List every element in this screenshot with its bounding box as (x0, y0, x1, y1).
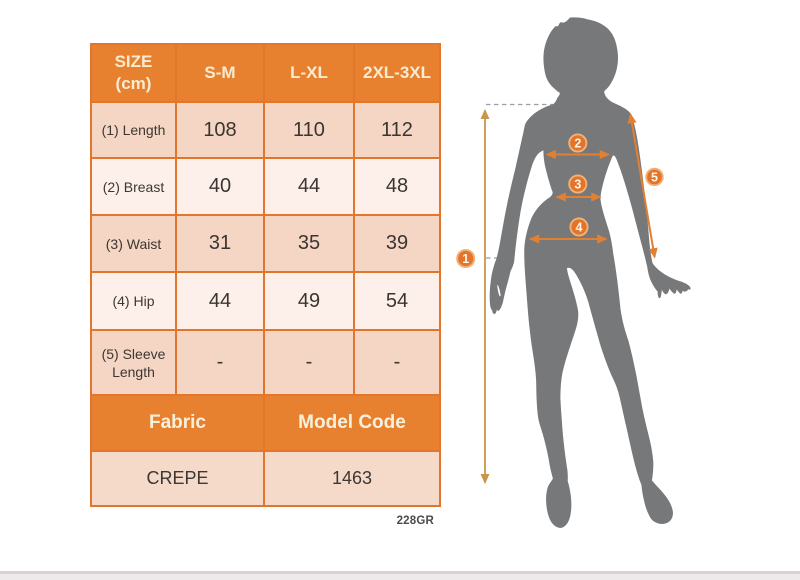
svg-text:3: 3 (574, 178, 581, 192)
svg-text:4: 4 (576, 221, 583, 235)
svg-text:2: 2 (574, 137, 581, 151)
svg-text:5: 5 (651, 171, 658, 185)
svg-text:1: 1 (462, 252, 469, 266)
